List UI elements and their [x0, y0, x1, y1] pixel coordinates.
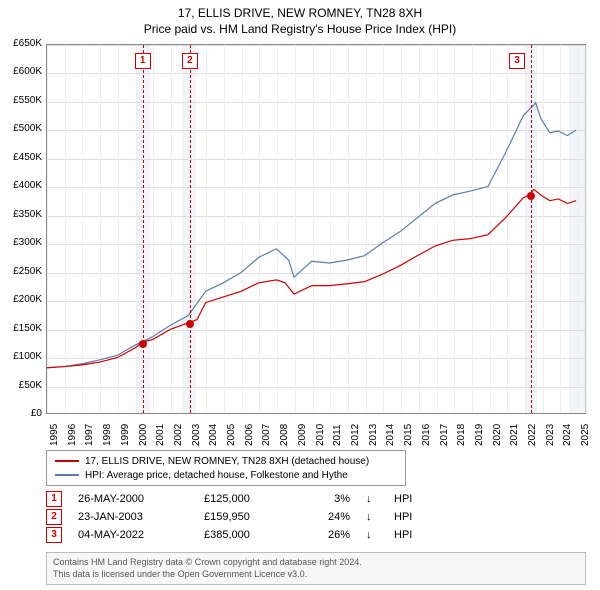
- transaction-date: 23-JAN-2003: [78, 511, 188, 523]
- marker-line: [190, 45, 191, 413]
- x-tick-label: 2016: [421, 424, 432, 446]
- y-tick-label: £100K: [2, 351, 42, 362]
- x-tick-label: 1997: [84, 424, 95, 446]
- transaction-marker: 1: [46, 491, 62, 507]
- x-tick-label: 2008: [279, 424, 290, 446]
- x-tick-label: 2011: [332, 424, 343, 446]
- x-tick-label: 2014: [385, 424, 396, 446]
- y-tick-label: £550K: [2, 95, 42, 106]
- x-tick-label: 2002: [173, 424, 184, 446]
- transaction-date: 04-MAY-2022: [78, 529, 188, 541]
- transaction-hpi-label: HPI: [394, 529, 424, 541]
- x-tick-label: 2018: [456, 424, 467, 446]
- x-tick-label: 2009: [297, 424, 308, 446]
- line-layer: [47, 45, 585, 413]
- transaction-price: £159,950: [204, 511, 284, 523]
- y-tick-label: £650K: [2, 38, 42, 49]
- x-tick-label: 2020: [492, 424, 503, 446]
- marker-line: [143, 45, 144, 413]
- transaction-pct: 3%: [300, 493, 350, 505]
- marker-line: [531, 45, 532, 413]
- transaction-price: £125,000: [204, 493, 284, 505]
- x-tick-label: 2007: [261, 424, 272, 446]
- marker-label: 1: [135, 53, 151, 69]
- x-tick-label: 2025: [580, 424, 591, 446]
- y-tick-label: £0: [2, 408, 42, 419]
- line-price: [47, 189, 576, 367]
- x-tick-label: 2019: [474, 424, 485, 446]
- legend-swatch-price: [55, 460, 79, 462]
- x-tick-label: 1998: [102, 424, 113, 446]
- marker-dot: [527, 192, 535, 200]
- x-tick-label: 2005: [226, 424, 237, 446]
- transaction-hpi-label: HPI: [394, 493, 424, 505]
- y-tick-label: £150K: [2, 323, 42, 334]
- x-tick-label: 2023: [545, 424, 556, 446]
- x-tick-label: 2021: [509, 424, 520, 446]
- transaction-hpi-label: HPI: [394, 511, 424, 523]
- x-tick-label: 2001: [155, 424, 166, 446]
- y-tick-label: £500K: [2, 123, 42, 134]
- transaction-row: 3 04-MAY-2022 £385,000 26% ↓ HPI: [46, 526, 586, 544]
- chart-subtitle: Price paid vs. HM Land Registry's House …: [0, 20, 600, 36]
- x-tick-label: 2024: [562, 424, 573, 446]
- x-tick-label: 2003: [191, 424, 202, 446]
- x-tick-label: 2012: [350, 424, 361, 446]
- transaction-row: 1 26-MAY-2000 £125,000 3% ↓ HPI: [46, 490, 586, 508]
- marker-dot: [139, 340, 147, 348]
- down-arrow-icon: ↓: [366, 511, 378, 523]
- line-hpi: [47, 103, 576, 368]
- chart-title: 17, ELLIS DRIVE, NEW ROMNEY, TN28 8XH: [0, 0, 600, 20]
- x-tick-label: 2010: [315, 424, 326, 446]
- y-tick-label: £250K: [2, 266, 42, 277]
- marker-label: 3: [509, 53, 525, 69]
- legend-row-price: 17, ELLIS DRIVE, NEW ROMNEY, TN28 8XH (d…: [55, 454, 397, 468]
- y-tick-label: £50K: [2, 380, 42, 391]
- legend-swatch-hpi: [55, 474, 79, 476]
- x-tick-label: 1999: [120, 424, 131, 446]
- x-tick-label: 1995: [49, 424, 60, 446]
- legend-label-price: 17, ELLIS DRIVE, NEW ROMNEY, TN28 8XH (d…: [85, 456, 369, 467]
- transaction-marker: 3: [46, 527, 62, 543]
- footer: Contains HM Land Registry data © Crown c…: [46, 552, 586, 585]
- down-arrow-icon: ↓: [366, 493, 378, 505]
- legend: 17, ELLIS DRIVE, NEW ROMNEY, TN28 8XH (d…: [46, 450, 406, 486]
- footer-line1: Contains HM Land Registry data © Crown c…: [53, 557, 579, 569]
- y-tick-label: £450K: [2, 152, 42, 163]
- footer-line2: This data is licensed under the Open Gov…: [53, 569, 579, 581]
- transaction-pct: 26%: [300, 529, 350, 541]
- x-tick-label: 2004: [208, 424, 219, 446]
- legend-row-hpi: HPI: Average price, detached house, Folk…: [55, 468, 397, 482]
- transaction-table: 1 26-MAY-2000 £125,000 3% ↓ HPI 2 23-JAN-2003 £1…: [46, 490, 586, 544]
- x-tick-label: 1996: [67, 424, 78, 446]
- x-tick-label: 2022: [527, 424, 538, 446]
- transaction-pct: 24%: [300, 511, 350, 523]
- y-tick-label: £300K: [2, 237, 42, 248]
- transaction-date: 26-MAY-2000: [78, 493, 188, 505]
- chart-container: 17, ELLIS DRIVE, NEW ROMNEY, TN28 8XH Pr…: [0, 0, 600, 590]
- marker-dot: [186, 320, 194, 328]
- y-tick-label: £600K: [2, 66, 42, 77]
- x-tick-label: 2006: [244, 424, 255, 446]
- legend-label-hpi: HPI: Average price, detached house, Folk…: [85, 470, 348, 481]
- x-tick-label: 2015: [403, 424, 414, 446]
- x-tick-label: 2017: [439, 424, 450, 446]
- marker-label: 2: [182, 53, 198, 69]
- down-arrow-icon: ↓: [366, 529, 378, 541]
- transaction-row: 2 23-JAN-2003 £159,950 24% ↓ HPI: [46, 508, 586, 526]
- x-tick-label: 2000: [138, 424, 149, 446]
- transaction-price: £385,000: [204, 529, 284, 541]
- y-tick-label: £350K: [2, 209, 42, 220]
- y-tick-label: £200K: [2, 294, 42, 305]
- x-tick-label: 2013: [368, 424, 379, 446]
- y-tick-label: £400K: [2, 180, 42, 191]
- plot-area: 1 2 3: [46, 44, 586, 414]
- transaction-marker: 2: [46, 509, 62, 525]
